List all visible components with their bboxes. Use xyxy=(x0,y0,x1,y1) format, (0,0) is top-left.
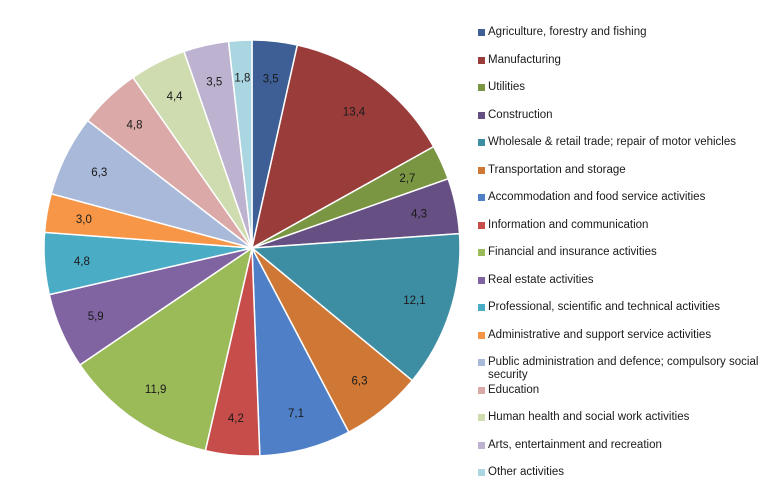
legend-item-16: Other activities xyxy=(478,466,768,479)
legend-swatch xyxy=(478,111,485,119)
pie-slice-8 xyxy=(78,246,254,452)
legend-swatch xyxy=(478,359,485,366)
legend-swatch xyxy=(478,441,485,449)
legend-swatch xyxy=(478,469,485,476)
legend-item-8: Financial and insurance activities xyxy=(478,246,768,259)
slice-value-label-9: 5,9 xyxy=(88,311,104,323)
legend-label: Agriculture, forestry and fishing xyxy=(488,26,647,38)
legend-swatch xyxy=(478,84,485,91)
legend-label: Accommodation and food service activitie… xyxy=(488,191,706,203)
legend-swatch xyxy=(478,331,485,339)
legend-swatch xyxy=(478,249,485,256)
pie-slice-1 xyxy=(250,44,435,250)
slice-value-label-7: 4,2 xyxy=(228,413,244,425)
slice-value-label-1: 13,4 xyxy=(343,106,366,118)
legend-item-9: Real estate activities xyxy=(478,274,768,287)
legend-item-4: Wholesale & retail trade; repair of moto… xyxy=(478,136,768,149)
legend-swatch xyxy=(478,166,485,174)
slice-value-label-13: 4,8 xyxy=(127,119,143,131)
legend-item-10: Professional, scientific and technical a… xyxy=(478,301,768,314)
legend-swatch xyxy=(478,221,485,229)
legend-swatch xyxy=(478,304,485,311)
legend-item-1: Manufacturing xyxy=(478,54,768,67)
legend-label: Construction xyxy=(488,108,553,121)
legend-label: Real estate activities xyxy=(488,273,594,286)
slice-value-label-3: 4,3 xyxy=(411,208,427,220)
legend-swatch xyxy=(478,29,485,36)
pie-slice-16 xyxy=(227,39,253,249)
slice-value-label-5: 6,3 xyxy=(352,375,368,387)
legend-swatch xyxy=(478,194,485,201)
slice-value-label-11: 3,0 xyxy=(76,214,92,226)
legend-item-6: Accommodation and food service activitie… xyxy=(478,191,768,204)
slice-value-label-10: 4,8 xyxy=(74,256,90,268)
legend-swatch xyxy=(478,276,485,284)
legend-item-5: Transportation and storage xyxy=(478,164,768,177)
slice-value-label-4: 12,1 xyxy=(403,295,425,307)
slice-value-label-15: 3,5 xyxy=(206,77,222,89)
slice-value-label-16: 1,8 xyxy=(234,73,250,85)
slice-value-label-8: 11,9 xyxy=(145,384,167,396)
legend-label: Arts, entertainment and recreation xyxy=(488,438,662,451)
legend-label: Other activities xyxy=(488,466,565,478)
legend-label: Administrative and support service activ… xyxy=(488,328,712,341)
legend-label: Financial and insurance activities xyxy=(488,246,657,258)
slice-value-label-12: 6,3 xyxy=(91,167,107,179)
legend-label: Information and communication xyxy=(488,218,649,231)
legend-item-13: Education xyxy=(478,384,768,397)
legend-label: Public administration and defence; compu… xyxy=(488,356,759,381)
legend-item-12: Public administration and defence; compu… xyxy=(478,356,768,382)
legend-item-15: Arts, entertainment and recreation xyxy=(478,439,768,452)
legend-swatch xyxy=(478,414,485,421)
legend-label: Human health and social work activities xyxy=(488,411,690,423)
legend-item-0: Agriculture, forestry and fishing xyxy=(478,26,768,39)
pie-slice-4 xyxy=(250,232,461,382)
legend-label: Professional, scientific and technical a… xyxy=(488,301,721,313)
slice-value-label-14: 4,4 xyxy=(167,91,184,103)
legend-item-2: Utilities xyxy=(478,81,768,94)
legend-label: Wholesale & retail trade; repair of moto… xyxy=(488,136,736,148)
legend-label: Transportation and storage xyxy=(488,163,626,176)
slice-value-label-6: 7,1 xyxy=(288,408,304,420)
legend-item-7: Information and communication xyxy=(478,219,768,232)
slice-value-label-0: 3,5 xyxy=(263,74,279,86)
legend-swatch xyxy=(478,56,485,64)
legend-swatch xyxy=(478,386,485,394)
legend-swatch xyxy=(478,139,485,146)
legend-item-3: Construction xyxy=(478,109,768,122)
legend-label: Utilities xyxy=(488,81,526,93)
slice-value-label-2: 2,7 xyxy=(399,173,415,185)
legend-label: Education xyxy=(488,383,540,396)
legend-label: Manufacturing xyxy=(488,53,561,66)
legend-item-11: Administrative and support service activ… xyxy=(478,329,768,342)
legend-item-14: Human health and social work activities xyxy=(478,411,768,424)
